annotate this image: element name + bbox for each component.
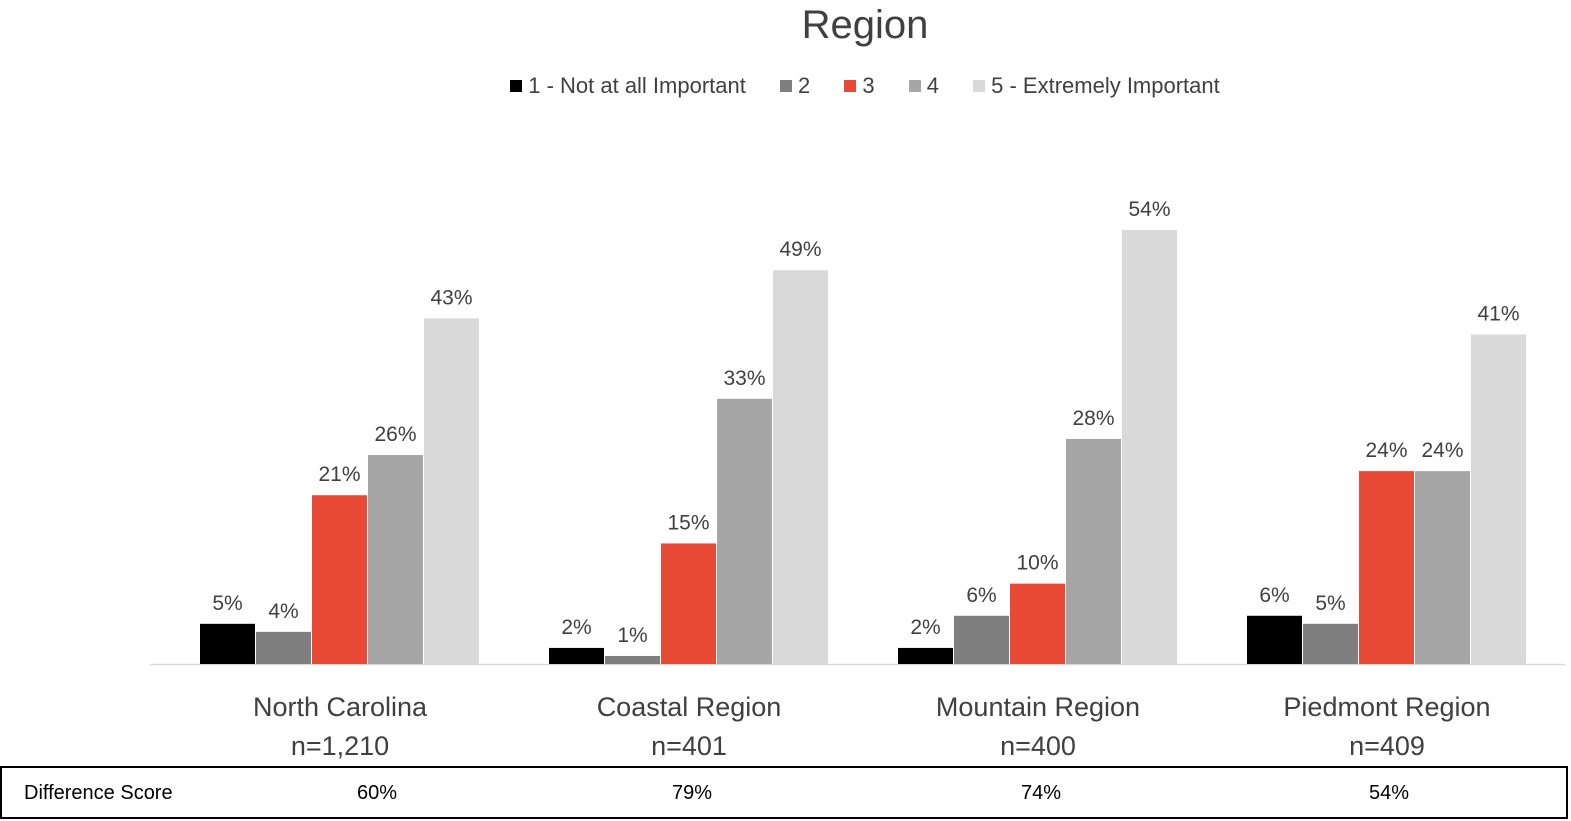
difference-score-piedmont: 54% <box>1368 782 1410 804</box>
bar-1-2 <box>256 631 311 664</box>
data-label-3-4: 28% <box>1072 407 1114 430</box>
legend-swatch-2 <box>780 80 792 92</box>
legend-swatch-1 <box>510 80 523 92</box>
bar-2-2 <box>605 655 660 664</box>
bar-1-5 <box>424 318 479 664</box>
legend-label-4: 4 <box>926 73 939 98</box>
category-sublabel-3: n=400 <box>1000 731 1076 761</box>
bar-3-5 <box>1122 230 1177 664</box>
data-label-2-5: 49% <box>779 238 821 261</box>
legend-label-5: 5 - Extremely Important <box>991 73 1220 98</box>
data-label-2-1: 2% <box>561 616 591 639</box>
legend-label-2: 2 <box>798 73 811 98</box>
legend-swatch-4 <box>908 80 921 92</box>
data-label-4-4: 24% <box>1421 439 1463 462</box>
category-sublabel-1: n=1,210 <box>291 731 389 761</box>
bar-2-5 <box>773 270 828 664</box>
data-label-1-3: 21% <box>318 463 360 486</box>
data-label-3-3: 10% <box>1016 552 1058 575</box>
bar-3-3 <box>1010 583 1065 664</box>
bar-3-4 <box>1066 438 1121 664</box>
legend-label-1: 1 - Not at all Important <box>528 73 746 98</box>
bar-1-4 <box>368 455 423 664</box>
legend-item-5: 5 - Extremely Important <box>973 72 1220 100</box>
bar-1-3 <box>312 495 367 664</box>
data-label-4-3: 24% <box>1365 439 1407 462</box>
category-label-2: Coastal Region <box>597 692 782 722</box>
chart-legend: 1 - Not at all Important 2 3 4 5 - Extre… <box>0 72 1571 100</box>
data-label-3-2: 6% <box>966 584 996 607</box>
category-label-3: Mountain Region <box>936 692 1140 722</box>
category-label-4: Piedmont Region <box>1283 692 1490 722</box>
bar-4-3 <box>1359 471 1414 664</box>
bar-4-2 <box>1303 623 1358 664</box>
data-label-4-1: 6% <box>1259 584 1289 607</box>
data-label-4-2: 5% <box>1315 592 1345 615</box>
legend-label-3: 3 <box>862 73 875 98</box>
data-label-4-5: 41% <box>1477 302 1519 325</box>
data-label-3-5: 54% <box>1128 198 1170 221</box>
data-label-2-3: 15% <box>667 511 709 534</box>
legend-item-4: 4 <box>908 72 939 100</box>
bar-2-4 <box>717 398 772 664</box>
bar-3-1 <box>898 647 953 664</box>
category-sublabel-4: n=409 <box>1349 731 1425 761</box>
legend-swatch-3 <box>844 80 857 92</box>
chart-title: Region <box>801 3 929 47</box>
difference-score-mountain: 74% <box>1020 782 1062 804</box>
bar-2-1 <box>549 647 604 664</box>
category-label-1: North Carolina <box>253 692 428 722</box>
data-label-1-2: 4% <box>268 600 298 623</box>
category-sublabel-2: n=401 <box>651 731 727 761</box>
data-label-2-4: 33% <box>723 367 765 390</box>
bar-1-1 <box>200 623 255 664</box>
data-label-1-1: 5% <box>212 592 242 615</box>
bar-4-1 <box>1247 615 1302 664</box>
legend-item-3: 3 <box>844 72 875 100</box>
bar-2-3 <box>661 543 716 664</box>
legend-swatch-5 <box>973 80 986 92</box>
bar-chart: 5% 4% 21% 26% 43% North Carolina n=1,210 2% 1% 15… <box>150 198 1565 761</box>
data-label-1-4: 26% <box>374 423 416 446</box>
data-label-3-1: 2% <box>910 616 940 639</box>
data-label-2-2: 1% <box>617 624 647 647</box>
legend-item-2: 2 <box>780 72 810 100</box>
bar-3-2 <box>954 615 1009 664</box>
difference-score-coastal: 79% <box>671 782 713 804</box>
difference-score-label: Difference Score <box>24 782 173 804</box>
difference-score-table: Difference Score 60% 79% 74% 54% <box>0 766 1568 819</box>
difference-score-north-carolina: 60% <box>356 782 398 804</box>
legend-item-1: 1 - Not at all Important <box>510 72 746 100</box>
data-label-1-5: 43% <box>430 286 472 309</box>
bar-4-4 <box>1415 471 1470 664</box>
bar-4-5 <box>1471 334 1526 664</box>
